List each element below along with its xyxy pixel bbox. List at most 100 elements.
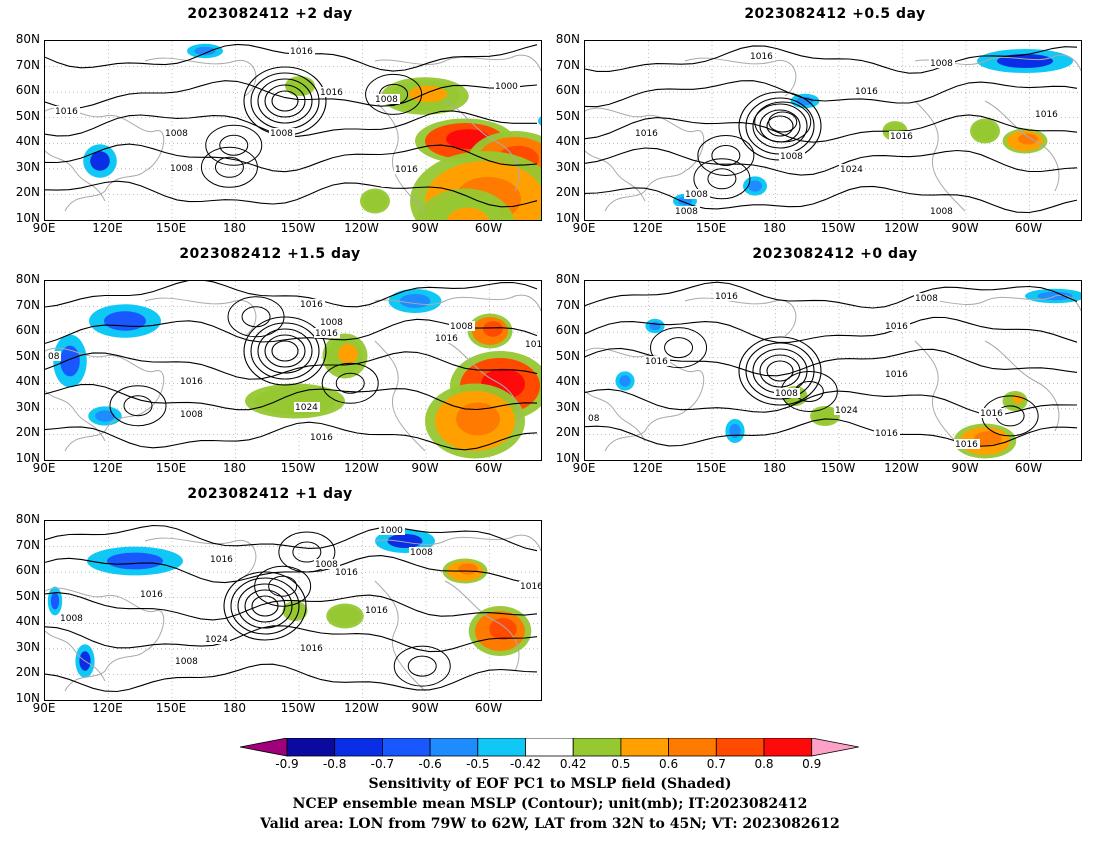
lon-tick-label: 120E	[632, 461, 663, 475]
colorbar-tick-label: 0.8	[754, 757, 774, 771]
contour-label-bg	[929, 206, 955, 216]
isobar-contour	[292, 541, 322, 563]
lon-tick-label: 60W	[474, 701, 503, 715]
low-pressure-contour	[752, 348, 808, 394]
isobar-contour	[697, 134, 755, 176]
lat-tick-label: 70N	[15, 537, 40, 552]
contour-label-bg	[714, 291, 740, 301]
positive-sensitivity-core	[292, 604, 304, 614]
contour-label-bg	[587, 413, 601, 423]
isobar-contour	[45, 143, 538, 173]
low-pressure-contour	[237, 583, 293, 629]
lat-tick-label: 70N	[555, 297, 580, 312]
lat-tick-label: 30N	[555, 399, 580, 414]
isobar-contour	[585, 80, 1078, 108]
contour-label-bg	[314, 328, 340, 338]
lon-tick-label: 60W	[1014, 461, 1043, 475]
lat-tick-label: 40N	[15, 374, 40, 389]
coastline	[684, 297, 797, 337]
contour-label: 1008	[165, 129, 188, 139]
colorbar-segment	[525, 738, 574, 757]
contour-label: 1016	[290, 47, 313, 57]
lon-tick-label: 180	[223, 461, 246, 475]
contour-label: 1016	[520, 582, 541, 592]
lat-tick-label: 40N	[555, 374, 580, 389]
lat-tick-label: 20N	[555, 425, 580, 440]
colorbar-segment	[715, 738, 765, 757]
lon-tick-label: 180	[763, 461, 786, 475]
isobar-contour	[45, 384, 538, 411]
contour-label: 1016	[645, 357, 668, 367]
low-pressure-contour	[738, 336, 822, 406]
coastline	[45, 107, 165, 212]
coastline	[45, 630, 106, 682]
contour-label-bg	[914, 293, 940, 303]
colorbar-tick-label: -0.6	[418, 757, 442, 771]
positive-sensitivity-core	[339, 608, 357, 620]
lon-tick-label: 120E	[632, 221, 663, 235]
positive-sensitivity-core	[338, 344, 358, 364]
coastline	[45, 587, 165, 692]
contour-label-bg	[269, 128, 295, 138]
contour-label: 1016	[635, 129, 658, 139]
contour-label: 1024	[295, 403, 318, 413]
contour-label-bg	[309, 432, 335, 442]
contour-label-bg	[884, 369, 910, 379]
lon-tick-label: 120W	[344, 221, 379, 235]
contour-label: 1024	[835, 406, 858, 416]
isobar-contour	[693, 158, 751, 200]
negative-sensitivity-area	[538, 116, 541, 126]
colorbar-min-extension	[240, 738, 288, 757]
contour-label-bg	[644, 356, 670, 366]
contour-label-bg	[889, 131, 915, 141]
negative-sensitivity-core	[619, 375, 631, 387]
contour-label-bg	[839, 164, 865, 174]
contour-label: 1016	[955, 440, 978, 450]
contour-label: 1008	[930, 59, 953, 69]
coastline	[374, 54, 541, 72]
contour-label: 1008	[930, 207, 953, 217]
lon-tick-label: 90W	[411, 461, 439, 475]
contour-label-bg	[169, 163, 195, 173]
lon-tick-label: 150W	[280, 221, 316, 235]
isobar-contour	[707, 168, 737, 190]
positive-sensitivity-core	[483, 321, 503, 337]
negative-sensitivity-core	[194, 46, 216, 56]
coastline	[374, 580, 426, 692]
low-pressure-contour	[257, 78, 313, 124]
contour-label-bg	[139, 589, 165, 599]
colorbar-tick-label: 0.42	[559, 757, 587, 771]
contour-label-bg	[47, 351, 61, 361]
contour-label-bg	[524, 339, 541, 349]
contour-label: 1016	[320, 88, 343, 98]
isobar-contour	[45, 421, 538, 451]
contour-label-bg	[749, 51, 775, 61]
colorbar-segment	[429, 738, 479, 757]
contour-label-bg	[834, 405, 860, 415]
low-pressure-contour	[251, 595, 279, 617]
positive-sensitivity-core	[981, 123, 995, 135]
negative-sensitivity-core	[50, 592, 60, 610]
positive-sensitivity-core	[489, 618, 517, 640]
contour-label-bg	[874, 428, 900, 438]
contour-label: 1016	[140, 590, 163, 600]
contour-label: 1016	[365, 606, 388, 616]
colorbar-tick-label: 0.7	[706, 757, 726, 771]
lon-tick-label: 150E	[695, 461, 727, 475]
lon-tick-label: 120W	[344, 461, 379, 475]
isobar-contour	[393, 645, 451, 687]
coastline	[984, 340, 1060, 432]
positive-sensitivity-core	[458, 563, 478, 575]
contour-label: 1016	[210, 555, 233, 565]
isobar-contour	[365, 73, 423, 115]
contour-label-bg	[364, 605, 390, 615]
colorbar-tick-label: -0.9	[275, 757, 299, 771]
coastline	[45, 150, 106, 202]
isobar-contour	[45, 281, 538, 308]
isobar-contour	[45, 625, 538, 653]
lon-tick-label: 90E	[572, 221, 596, 235]
low-pressure-contour	[271, 90, 299, 112]
contour-label: 1016	[890, 132, 913, 142]
contour-label-bg	[294, 402, 320, 412]
